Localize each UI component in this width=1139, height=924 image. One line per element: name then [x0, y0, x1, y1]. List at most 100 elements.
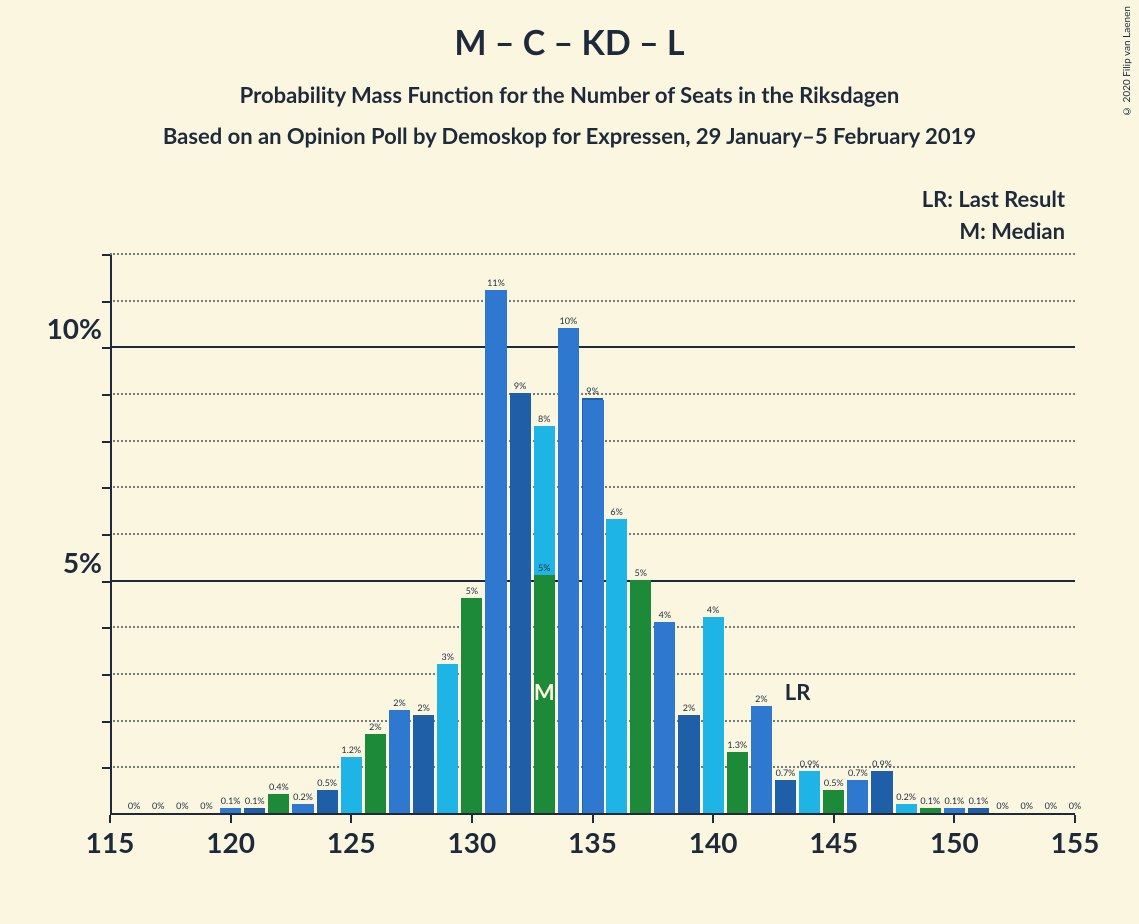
bar-value-label: 10% [560, 315, 578, 328]
bar-value-label: 11% [487, 277, 505, 290]
bar: 0.2% [292, 804, 313, 813]
bar-value-label: 0.2% [293, 791, 313, 804]
bar: 11% [485, 290, 506, 813]
x-axis-label: 140 [689, 815, 738, 859]
bar-value-label: 9% [514, 380, 526, 393]
bar-value-label: 0.1% [245, 795, 265, 808]
median-marker: M [534, 678, 555, 705]
bar: 2% [365, 734, 386, 813]
y-tick [102, 394, 110, 396]
gridline-major [110, 346, 1075, 348]
bar-value-label: 0.1% [944, 795, 964, 808]
bar: 0.5% [317, 790, 338, 813]
bar: 0.7% [847, 780, 868, 813]
y-tick [102, 627, 110, 629]
bar: 2% [678, 715, 699, 813]
bar: 2% [751, 706, 772, 813]
bar-value-label: 1.3% [727, 739, 747, 752]
bar-value-label: 4% [659, 609, 671, 622]
y-tick [102, 674, 110, 676]
y-axis-label: 10% [47, 311, 110, 345]
bar-value-label: 5% [538, 562, 550, 575]
x-axis-label: 150 [930, 815, 979, 859]
bar-value-label: 0% [996, 800, 1008, 813]
bar-value-label: 9% [586, 385, 598, 398]
bar-value-label: 0% [152, 800, 164, 813]
y-axis-label: 5% [63, 545, 110, 579]
bar-value-label: 2% [369, 721, 381, 734]
bar: 1.2% [341, 757, 362, 813]
bar-value-label: 0.5% [824, 777, 844, 790]
x-axis [110, 813, 1075, 815]
bar-value-label: 0.5% [317, 777, 337, 790]
bar-value-label: 0% [1069, 800, 1081, 813]
y-tick [102, 441, 110, 443]
x-axis-label: 125 [327, 815, 376, 859]
bar-value-label: 2% [417, 702, 429, 715]
bar-value-label: 2% [755, 693, 767, 706]
bar: 0.2% [896, 804, 917, 813]
chart-plot-area: LR: Last Result M: Median 5%10%115120125… [110, 255, 1075, 815]
y-tick [102, 767, 110, 769]
bar-value-label: 3% [442, 651, 454, 664]
bar-value-label: 0.7% [776, 767, 796, 780]
gridline-minor [110, 253, 1075, 255]
bar: 9% [510, 393, 531, 813]
chart-subtitle-1: Probability Mass Function for the Number… [0, 63, 1139, 108]
bar: 0.7% [775, 780, 796, 813]
x-axis-label: 120 [206, 815, 255, 859]
bar: 3% [437, 664, 458, 813]
bar: 5% [461, 598, 482, 813]
bar: 4% [654, 622, 675, 813]
bar-value-label: 0.7% [848, 767, 868, 780]
bar-value-label: 0.1% [221, 795, 241, 808]
bar-value-label: 0% [1021, 800, 1033, 813]
bar: 5% [630, 580, 651, 813]
y-tick [102, 487, 110, 489]
x-axis-label: 135 [568, 815, 617, 859]
bar-value-label: 8% [538, 413, 550, 426]
x-axis-label: 145 [809, 815, 858, 859]
bar: 0.9% [871, 771, 892, 813]
last-result-marker: LR [785, 678, 811, 705]
bar: 0.9% [799, 771, 820, 813]
y-tick [102, 254, 110, 256]
bar-value-label: 5% [466, 585, 478, 598]
bar-value-label: 0.1% [920, 795, 940, 808]
copyright-notice: © 2020 Filip van Laenen [1121, 6, 1133, 117]
bar-value-label: 1.2% [341, 744, 361, 757]
bar: 1.3% [727, 752, 748, 813]
bar: 10% [558, 328, 579, 813]
x-axis-label: 115 [86, 815, 135, 859]
y-tick [102, 301, 110, 303]
bar-value-label: 2% [393, 697, 405, 710]
bar-value-label: 0% [1045, 800, 1057, 813]
legend-last-result: LR: Last Result [922, 185, 1065, 212]
y-tick [102, 581, 110, 583]
y-axis [110, 255, 112, 815]
bar-value-label: 0% [128, 800, 140, 813]
bar: 4% [703, 617, 724, 813]
chart-subtitle-2: Based on an Opinion Poll by Demoskop for… [0, 108, 1139, 149]
bar-value-label: 5% [635, 567, 647, 580]
y-tick [102, 721, 110, 723]
bar-value-label: 0.2% [896, 791, 916, 804]
bar [268, 794, 289, 813]
gridline-minor [110, 300, 1075, 302]
bar-value-label: 0% [176, 800, 188, 813]
bar-value-label: 2% [683, 702, 695, 715]
bar-value-label: 4% [707, 604, 719, 617]
bar-value-label: 0.1% [969, 795, 989, 808]
bar [583, 400, 604, 813]
bar-value-label: 0.4% [269, 781, 289, 794]
legend-median: M: Median [959, 217, 1065, 244]
x-axis-label: 155 [1051, 815, 1100, 859]
bar: 0.5% [823, 790, 844, 813]
bar-value-label: 6% [610, 506, 622, 519]
y-tick [102, 347, 110, 349]
y-tick [102, 534, 110, 536]
bar-value-label: 0% [200, 800, 212, 813]
bar: 2% [389, 710, 410, 813]
x-axis-label: 130 [448, 815, 497, 859]
chart-title: M – C – KD – L [0, 0, 1139, 63]
